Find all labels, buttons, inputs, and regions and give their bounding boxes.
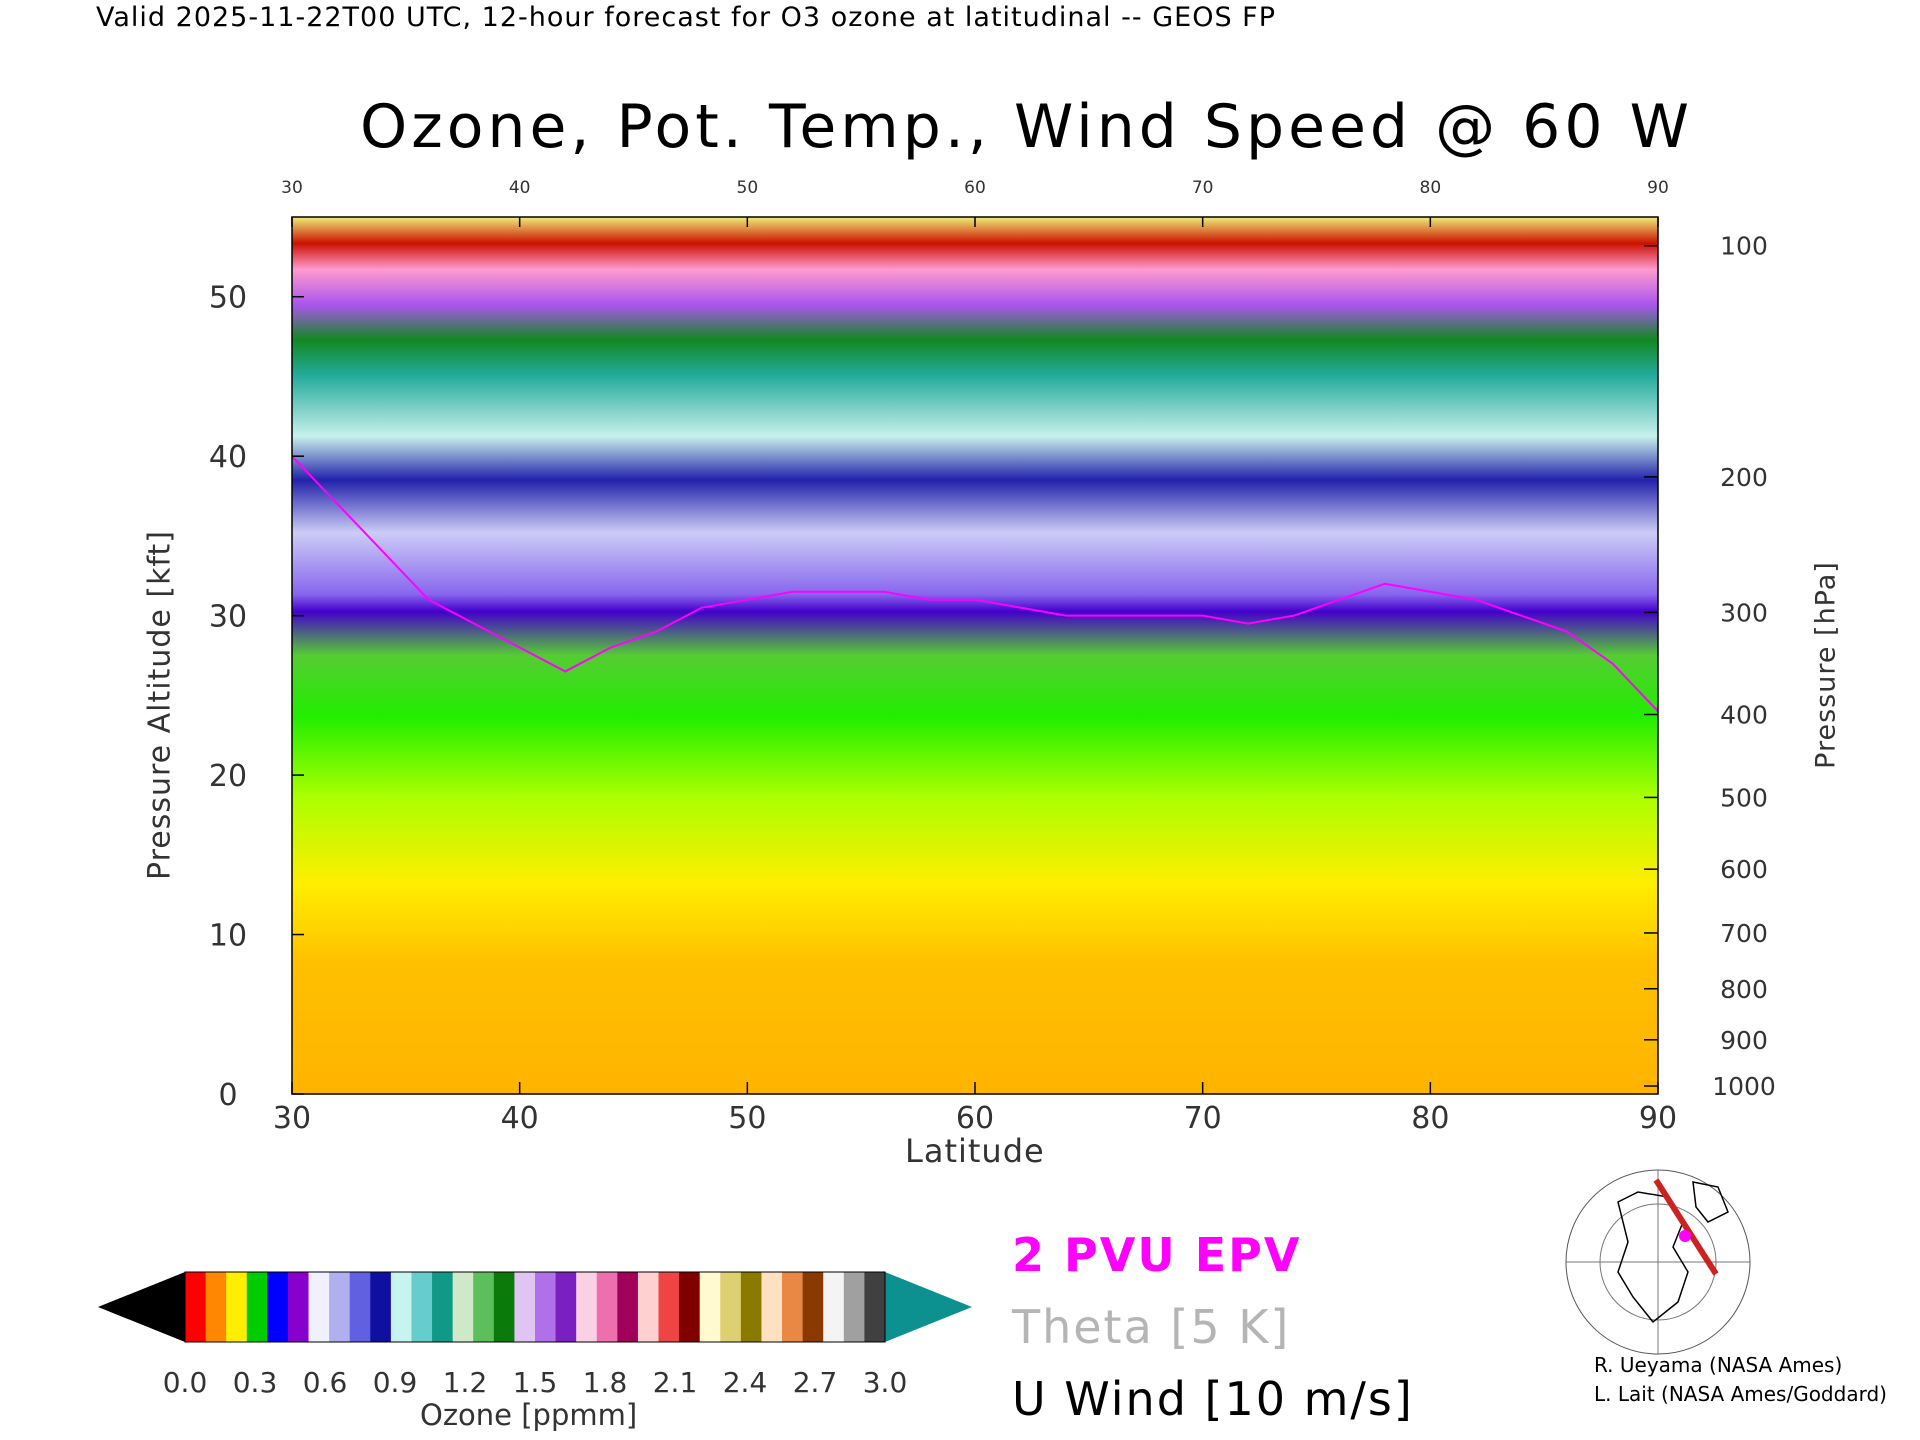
y-tick-label: 0 xyxy=(218,1078,237,1113)
top-x-tick-label: 90 xyxy=(1647,178,1669,198)
pressure-tick-label: 900 xyxy=(1720,1026,1768,1055)
colorbar-segment xyxy=(679,1272,701,1342)
colorbar-segment xyxy=(452,1272,474,1342)
colorbar-segment xyxy=(205,1272,227,1342)
colorbar-tick-label: 0.6 xyxy=(303,1366,348,1399)
colorbar-segment xyxy=(761,1272,783,1342)
colorbar-segment xyxy=(658,1272,680,1342)
credit-line-1: R. Ueyama (NASA Ames) xyxy=(1594,1353,1843,1377)
top-x-tick-label: 60 xyxy=(964,178,986,198)
colorbar-segment xyxy=(432,1272,454,1342)
colorbar-segment xyxy=(267,1272,289,1342)
colorbar-segment xyxy=(576,1272,598,1342)
chart-title: Ozone, Pot. Temp., Wind Speed @ 60 W xyxy=(360,92,1693,162)
colorbar-tick-label: 2.4 xyxy=(723,1366,768,1399)
colorbar-tick-label: 1.5 xyxy=(513,1366,558,1399)
colorbar-segment xyxy=(823,1272,845,1342)
colorbar-segment xyxy=(185,1272,207,1342)
y-tick-label: 20 xyxy=(209,759,247,794)
colorbar-tick-label: 2.1 xyxy=(653,1366,698,1399)
locator-map xyxy=(1565,1169,1751,1355)
pressure-tick-label: 700 xyxy=(1720,919,1768,948)
colorbar-segment xyxy=(349,1272,371,1342)
pressure-tick-label: 300 xyxy=(1720,598,1768,627)
x-tick-label: 90 xyxy=(1639,1101,1677,1136)
colorbar-segment xyxy=(535,1272,557,1342)
colorbar-label: Ozone [ppmm] xyxy=(420,1398,638,1432)
colorbar-tick-label: 0.3 xyxy=(233,1366,278,1399)
colorbar-segment xyxy=(802,1272,824,1342)
colorbar-segment xyxy=(843,1272,865,1342)
y-tick-label: 50 xyxy=(209,281,247,316)
colorbar-segment xyxy=(411,1272,433,1342)
top-x-tick-label: 40 xyxy=(509,178,531,198)
colorbar-segment xyxy=(637,1272,660,1342)
x-tick-label: 60 xyxy=(956,1101,994,1136)
colorbar: 0.0 0.3 0.6 0.9 1.2 1.5 1.8 2.1 2.4 2.7 3.0 xyxy=(98,1271,972,1399)
y-axis-label-right: Pressure [hPa] xyxy=(1810,561,1842,769)
colorbar-segment xyxy=(390,1272,412,1342)
pressure-tick-label: 400 xyxy=(1720,700,1768,729)
colorbar-segment xyxy=(596,1272,618,1342)
x-tick-label: 70 xyxy=(1184,1101,1222,1136)
y-tick-label: 40 xyxy=(209,440,247,475)
colorbar-segment xyxy=(493,1272,515,1342)
plot-background xyxy=(292,217,1658,1094)
top-x-tick-label: 70 xyxy=(1192,178,1214,198)
pressure-tick-label: 800 xyxy=(1720,975,1768,1004)
valid-time-header: Valid 2025-11-22T00 UTC, 12-hour forecas… xyxy=(96,2,1276,33)
colorbar-segment xyxy=(740,1272,762,1342)
top-x-tick-label: 80 xyxy=(1420,178,1442,198)
colorbar-segment xyxy=(287,1272,310,1342)
legend-wind: U Wind [10 m/s] xyxy=(1012,1372,1414,1426)
colorbar-segment xyxy=(514,1272,536,1342)
x-tick-label: 80 xyxy=(1411,1101,1449,1136)
pressure-tick-label: 500 xyxy=(1720,783,1768,812)
y-tick-label: 30 xyxy=(209,600,247,635)
colorbar-tick-label: 2.7 xyxy=(793,1366,838,1399)
top-x-tick-label: 30 xyxy=(281,178,303,198)
colorbar-segment xyxy=(720,1272,742,1342)
colorbar-segment xyxy=(864,1272,886,1342)
y-tick-label: 10 xyxy=(209,919,247,954)
colorbar-tick-label: 0.0 xyxy=(163,1366,208,1399)
colorbar-segment xyxy=(699,1272,721,1342)
pressure-tick-label: 100 xyxy=(1720,232,1768,261)
x-tick-label: 50 xyxy=(728,1101,766,1136)
colorbar-tick-label: 1.8 xyxy=(583,1366,628,1399)
colorbar-segment xyxy=(246,1272,268,1342)
top-x-tick-label: 50 xyxy=(737,178,759,198)
colorbar-segment xyxy=(329,1272,351,1342)
colorbar-tick-label: 3.0 xyxy=(863,1366,908,1399)
x-tick-label: 30 xyxy=(273,1101,311,1136)
colorbar-frame xyxy=(184,1271,886,1343)
x-tick-label: 40 xyxy=(501,1101,539,1136)
y-axis-label-left: Pressure Altitude [kft] xyxy=(142,530,178,880)
colorbar-segment xyxy=(617,1272,639,1342)
colorbar-segment xyxy=(555,1272,577,1342)
credit-line-2: L. Lait (NASA Ames/Goddard) xyxy=(1594,1382,1887,1406)
colorbar-segment xyxy=(370,1272,392,1342)
epv-contour xyxy=(292,455,1658,712)
colorbar-segment xyxy=(226,1272,248,1342)
colorbar-segment xyxy=(473,1272,495,1342)
colorbar-tick-label: 1.2 xyxy=(443,1366,488,1399)
colorbar-segment xyxy=(308,1272,330,1342)
colorbar-segment xyxy=(782,1272,804,1342)
pressure-tick-label: 600 xyxy=(1720,855,1768,884)
legend-theta: Theta [5 K] xyxy=(1012,1300,1291,1354)
legend-epv: 2 PVU EPV xyxy=(1012,1228,1302,1282)
pressure-tick-label: 200 xyxy=(1720,463,1768,492)
colorbar-tick-label: 0.9 xyxy=(373,1366,418,1399)
colorbar-high-triangle xyxy=(885,1272,972,1342)
colorbar-low-triangle xyxy=(98,1272,185,1342)
x-axis-label: Latitude xyxy=(905,1132,1045,1170)
pressure-tick-label: 1000 xyxy=(1712,1072,1776,1101)
